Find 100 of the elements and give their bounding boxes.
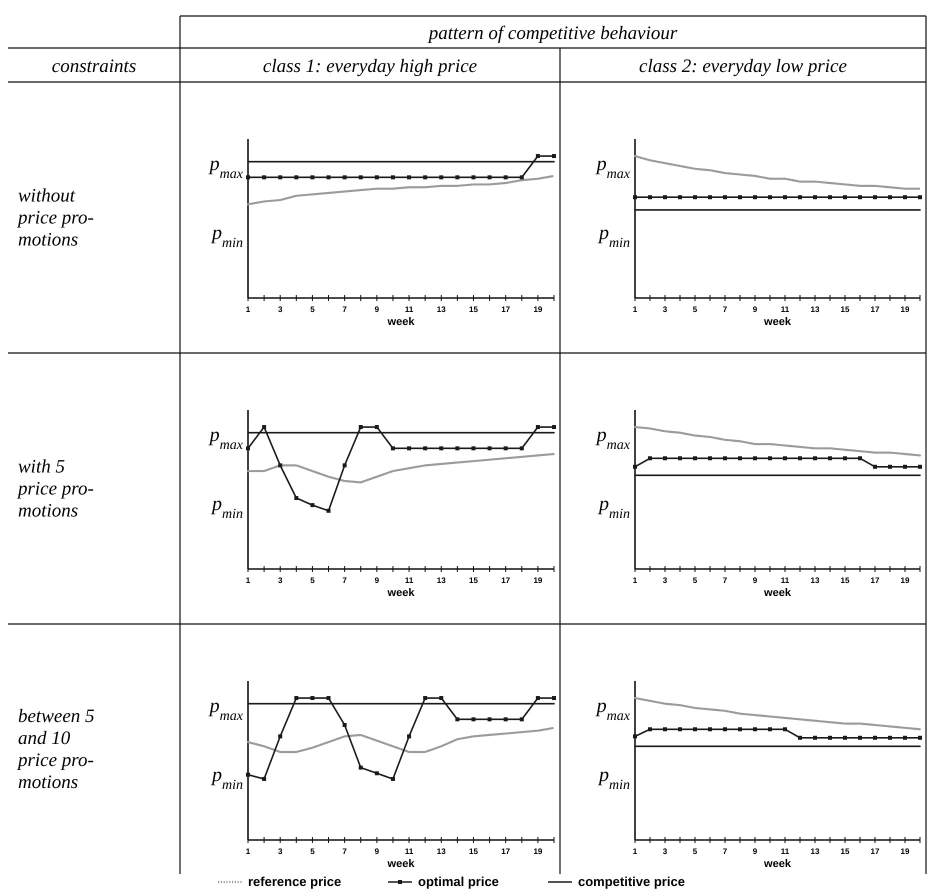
x-tick-label: 7	[722, 305, 728, 314]
text: p$_{max}$	[208, 153, 244, 182]
x-tick-label: 5	[310, 576, 316, 585]
x-tick-label: 1	[632, 847, 638, 856]
point	[407, 446, 412, 450]
text: p$_{min}$	[597, 493, 630, 522]
point	[246, 772, 250, 777]
x-tick-label: 13	[810, 305, 820, 314]
x-tick-label: 15	[469, 847, 478, 856]
x-axis-title: week	[386, 587, 416, 599]
point	[536, 696, 540, 700]
text: p$_{min}$	[597, 222, 630, 250]
point	[423, 696, 428, 700]
point	[552, 696, 556, 700]
text: between 5 and 10 price pro- motions	[16, 706, 95, 793]
point	[455, 446, 460, 450]
point	[294, 496, 298, 500]
x-axis-title: week	[386, 316, 416, 328]
x-tick-label: 3	[278, 576, 283, 585]
text: class 2: everyday low price	[639, 56, 847, 77]
point	[342, 723, 347, 728]
x-tick-label: 3	[662, 847, 668, 856]
point	[488, 446, 492, 450]
x-tick-label: 7	[722, 847, 728, 856]
x-tick-label: 13	[810, 847, 820, 856]
x-tick-label: 11	[780, 847, 790, 856]
text: p$_{min}$	[210, 764, 243, 792]
x-axis-title: week	[763, 316, 792, 328]
point	[488, 717, 492, 722]
text: p$_{min}$	[210, 222, 243, 250]
x-tick-label: 7	[722, 576, 728, 585]
x-tick-label: 1	[246, 847, 251, 856]
x-tick-label: 9	[374, 576, 380, 585]
x-tick-label: 11	[404, 305, 414, 314]
x-tick-label: 15	[840, 576, 850, 585]
text: pattern of competitive behaviour	[426, 23, 678, 44]
legend-label: competitive price	[578, 874, 685, 889]
x-tick-label: 3	[662, 305, 668, 314]
x-tick-label: 19	[900, 305, 910, 314]
point	[504, 446, 508, 450]
x-tick-label: 9	[752, 847, 758, 856]
text: p$_{max}$	[594, 153, 631, 182]
point	[471, 717, 476, 722]
text: p$_{max}$	[208, 424, 244, 452]
point	[326, 696, 331, 700]
x-tick-label: 7	[342, 847, 348, 856]
point	[439, 696, 444, 700]
point	[471, 446, 476, 450]
point	[520, 446, 524, 450]
x-tick-label: 17	[501, 576, 511, 585]
point	[552, 425, 556, 430]
point	[536, 425, 540, 430]
x-tick-label: 9	[752, 305, 758, 314]
x-tick-label: 5	[692, 847, 698, 856]
x-tick-label: 15	[469, 576, 478, 585]
legend-label: reference price	[248, 874, 342, 889]
point	[374, 771, 379, 776]
x-axis-title: week	[386, 858, 416, 870]
point	[278, 734, 282, 738]
point	[310, 503, 314, 508]
x-tick-label: 1	[246, 576, 251, 585]
text: class 1: everyday high price	[262, 56, 478, 77]
x-tick-label: 5	[310, 847, 316, 856]
point	[358, 766, 363, 770]
x-tick-label: 13	[436, 305, 446, 314]
x-tick-label: 1	[632, 305, 638, 314]
point	[262, 425, 266, 430]
x-tick-label: 5	[310, 305, 316, 314]
point	[520, 717, 524, 722]
text: p$_{max}$	[594, 424, 631, 452]
x-tick-label: 7	[342, 576, 348, 585]
x-tick-label: 17	[501, 847, 511, 856]
text: constraints	[52, 56, 136, 77]
x-tick-label: 19	[533, 576, 543, 585]
x-tick-label: 13	[810, 576, 820, 585]
point	[342, 463, 347, 468]
text: p$_{min}$	[210, 493, 243, 522]
x-tick-label: 7	[342, 305, 348, 314]
text: p$_{max}$	[208, 695, 244, 724]
x-tick-label: 17	[870, 847, 880, 856]
x-tick-label: 19	[533, 305, 543, 314]
x-tick-label: 17	[501, 305, 511, 314]
point	[439, 446, 444, 450]
point	[310, 696, 314, 700]
x-axis-title: week	[763, 858, 792, 870]
point	[262, 776, 266, 781]
x-tick-label: 11	[780, 576, 790, 585]
x-tick-label: 15	[840, 847, 850, 856]
point	[455, 717, 460, 722]
x-tick-label: 5	[692, 305, 698, 314]
point	[504, 717, 508, 722]
text: without price pro- motions	[16, 186, 94, 250]
x-tick-label: 19	[900, 847, 910, 856]
text: with 5 price pro- motions	[16, 456, 94, 522]
point	[326, 508, 331, 513]
x-tick-label: 15	[469, 305, 478, 314]
x-tick-label: 13	[436, 576, 446, 585]
x-tick-label: 11	[404, 576, 414, 585]
x-tick-label: 9	[374, 305, 380, 314]
point	[390, 776, 395, 781]
